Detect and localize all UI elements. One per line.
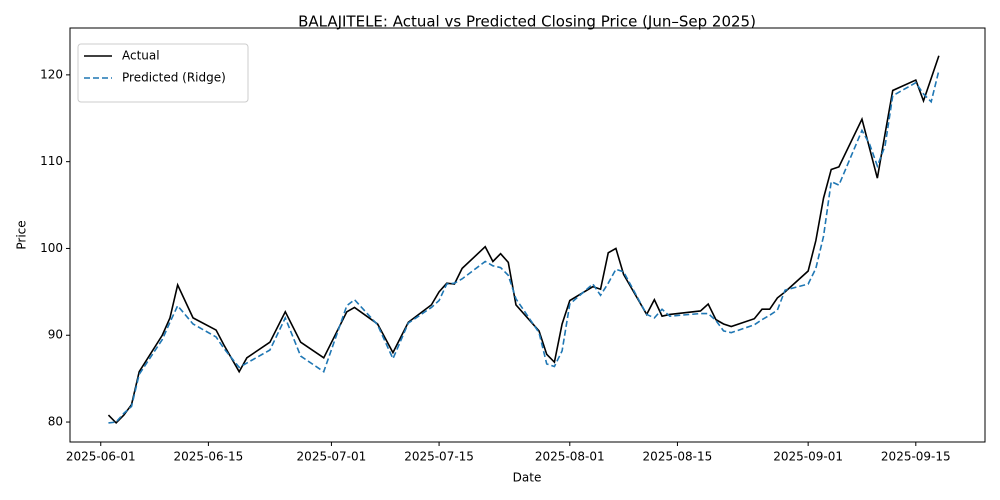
legend-label: Predicted (Ridge) [122,71,226,85]
y-tick-label: 110 [40,154,63,168]
plot-frame [69,27,986,443]
y-axis-label: Price [15,220,29,249]
x-axis-label: Date [513,471,542,485]
x-tick-label: 2025-08-01 [535,450,605,464]
x-tick-label: 2025-07-01 [297,450,367,464]
series-line [107,55,940,425]
y-tick-label: 80 [48,415,63,429]
x-tick-label: 2025-08-15 [643,450,713,464]
x-tick-label: 2025-06-15 [174,450,244,464]
series-line [108,70,940,424]
legend-label: Actual [122,49,160,63]
x-tick-label: 2025-09-01 [773,450,843,464]
y-tick-label: 90 [48,328,63,342]
x-tick-label: 2025-07-15 [404,450,474,464]
x-tick-label: 2025-09-15 [881,450,951,464]
y-tick-label: 100 [40,241,63,255]
y-tick-label: 120 [40,67,63,81]
x-tick-label: 2025-06-01 [66,450,136,464]
legend-box [77,43,249,103]
chart-title: BALAJITELE: Actual vs Predicted Closing … [298,13,756,31]
